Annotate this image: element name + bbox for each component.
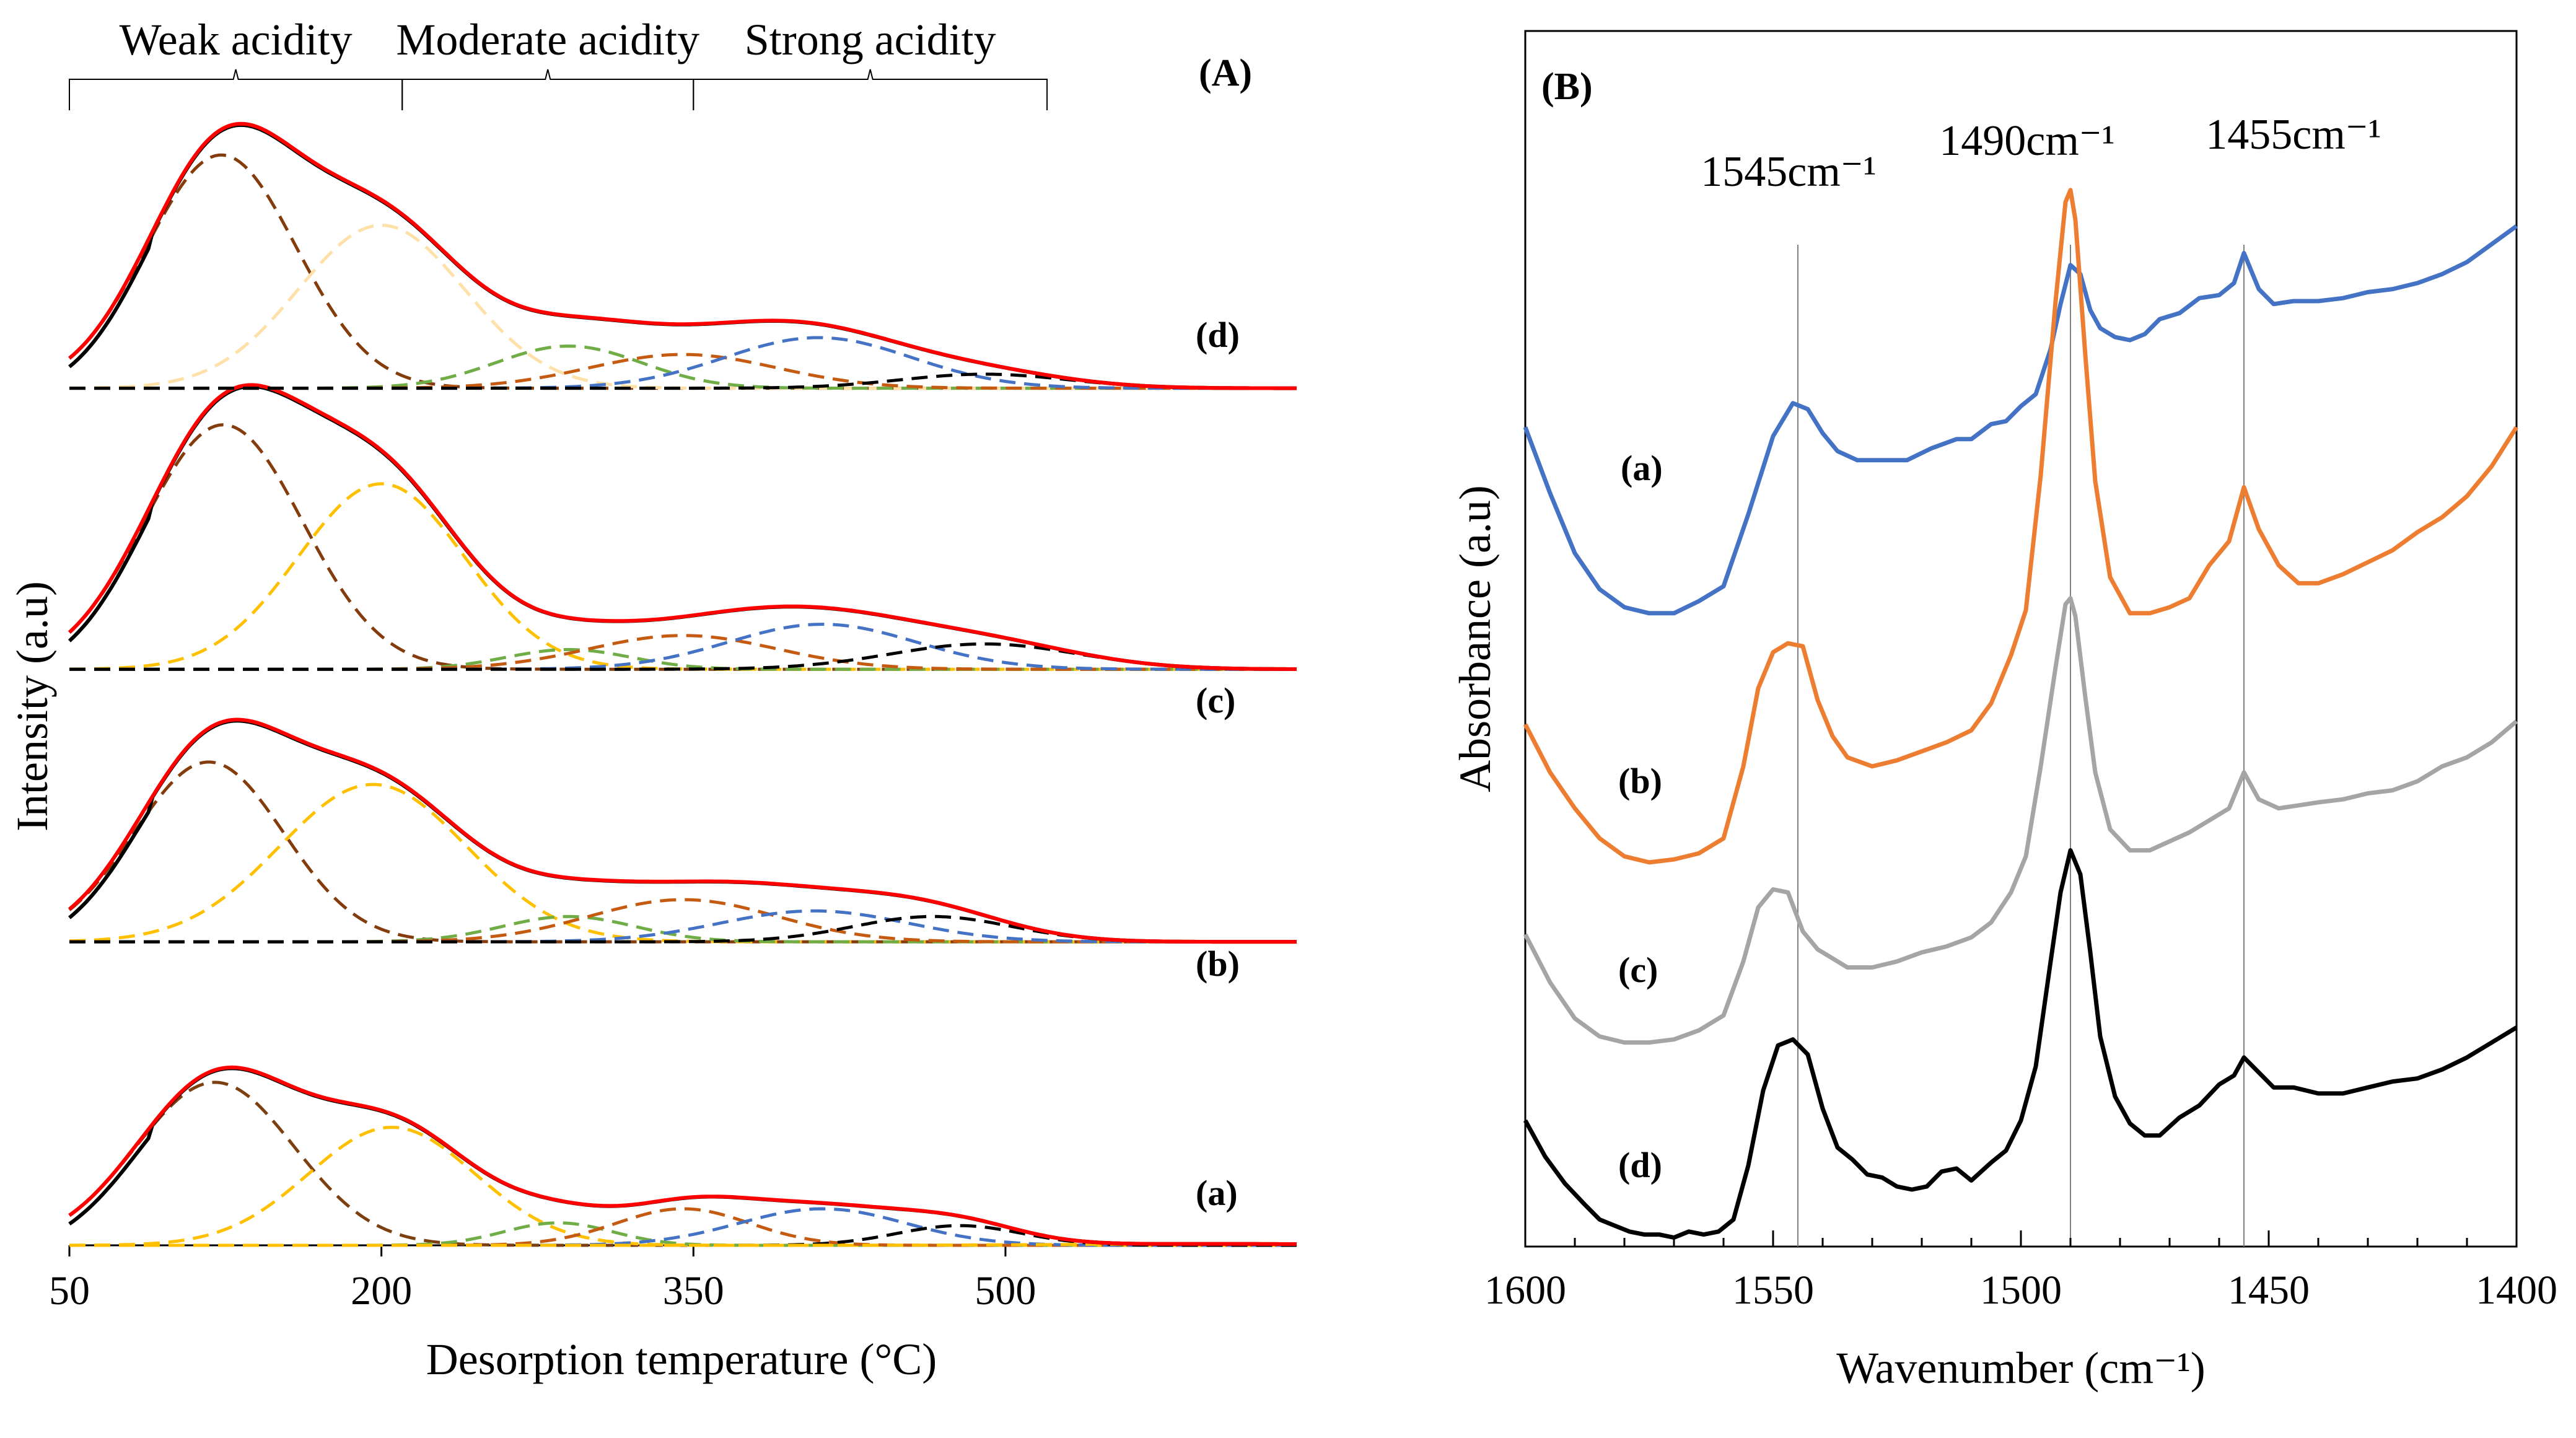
sample-labels: (a) (b) (c) (d) — [1196, 315, 1240, 1213]
deconvolution-peak — [68, 423, 1297, 671]
acidity-bracket — [693, 69, 1048, 110]
deconvolution-peak — [69, 482, 1297, 671]
spectrum-line — [1523, 224, 2518, 616]
x-ticks: 1600 1550 1500 1450 1400 — [1484, 1230, 2557, 1313]
deconvolution-peak — [68, 1081, 1297, 1247]
fitted-curve — [68, 121, 1297, 390]
deconvolution-peak — [69, 223, 1297, 390]
acidity-bracket — [401, 69, 694, 110]
experimental-curve — [68, 123, 1297, 390]
acidity-region-label: Weak acidity — [120, 15, 353, 64]
x-tick-label: 1550 — [1732, 1268, 1814, 1313]
spectrum-line — [1523, 596, 2518, 1045]
x-tick-label: 50 — [49, 1268, 90, 1313]
x-tick-label: 350 — [663, 1268, 724, 1313]
sample-label: (c) — [1618, 950, 1658, 990]
deconvolution-peak — [69, 1242, 1297, 1247]
deconvolution-peak — [69, 1207, 1297, 1247]
sample-label: (d) — [1618, 1145, 1662, 1185]
fitted-curve — [68, 1065, 1297, 1247]
sample-label: (a) — [1621, 448, 1663, 488]
x-tick-label: 1500 — [1980, 1268, 2062, 1313]
band-label: 1490cm⁻¹ — [1939, 117, 2114, 165]
sample-label: (b) — [1618, 761, 1662, 801]
experimental-curve — [68, 719, 1297, 944]
y-axis-title: Absorbance (a.u) — [1450, 485, 1500, 792]
deconvolution-peak — [69, 623, 1297, 671]
deconvolution-peak — [69, 634, 1297, 671]
ftir-panel: (B) Wavenumber (cm⁻¹) Absorbance (a.u) 1… — [1450, 30, 2557, 1393]
panel-b-label: (B) — [1541, 66, 1593, 108]
sample-label: (d) — [1196, 315, 1240, 355]
band-label: 1455cm⁻¹ — [2206, 111, 2381, 159]
acidity-regions: Weak acidity Moderate acidity Strong acidi… — [69, 15, 1048, 110]
x-tick-label: 200 — [351, 1268, 412, 1313]
experimental-curve — [68, 384, 1297, 671]
x-axis-title: Wavenumber (cm⁻¹) — [1836, 1343, 2206, 1393]
deconvolution-peak — [68, 760, 1297, 944]
sample-label: (b) — [1196, 944, 1240, 984]
acidity-bracket — [69, 69, 403, 110]
y-axis-title: Intensity (a.u) — [7, 581, 57, 831]
sample-label: (c) — [1196, 680, 1235, 721]
acidity-region-label: Moderate acidity — [396, 15, 699, 64]
tpd-curves — [68, 121, 1297, 1247]
x-ticks: 50 200 350 500 — [49, 1245, 1036, 1313]
reference-lines: 1545cm⁻¹ 1490cm⁻¹ 1455cm⁻¹ — [1701, 111, 2381, 1247]
deconvolution-peak — [69, 336, 1297, 390]
sample-label: (a) — [1196, 1173, 1238, 1213]
ftir-spectra — [1523, 188, 2518, 1240]
deconvolution-peak — [69, 898, 1297, 944]
fitted-curve — [68, 717, 1297, 944]
fitted-curve — [68, 383, 1297, 671]
deconvolution-peak — [69, 642, 1297, 671]
deconvolution-peak — [69, 909, 1297, 944]
plot-frame — [1524, 30, 2518, 1248]
experimental-curve — [68, 1066, 1297, 1247]
x-tick-label: 500 — [975, 1268, 1036, 1313]
deconvolution-peak — [69, 1126, 1297, 1247]
spectrum-line — [1523, 848, 2518, 1240]
x-tick-label: 1400 — [2476, 1268, 2557, 1313]
spectrum-line — [1523, 188, 2518, 865]
deconvolution-peak — [69, 1207, 1297, 1247]
panel-a-label: (A) — [1199, 52, 1252, 94]
x-axis-title: Desorption temperature (°C) — [426, 1335, 937, 1384]
acidity-region-label: Strong acidity — [745, 15, 996, 64]
deconvolution-peak — [69, 783, 1297, 944]
tpd-panel: (A) Desorption temperature (°C) Intensit… — [7, 15, 1297, 1384]
x-tick-label: 1450 — [2228, 1268, 2310, 1313]
sample-labels: (a) (b) (c) (d) — [1618, 448, 1663, 1185]
deconvolution-peak — [68, 153, 1297, 390]
band-label: 1545cm⁻¹ — [1701, 148, 1876, 196]
x-tick-label: 1600 — [1484, 1268, 1566, 1313]
